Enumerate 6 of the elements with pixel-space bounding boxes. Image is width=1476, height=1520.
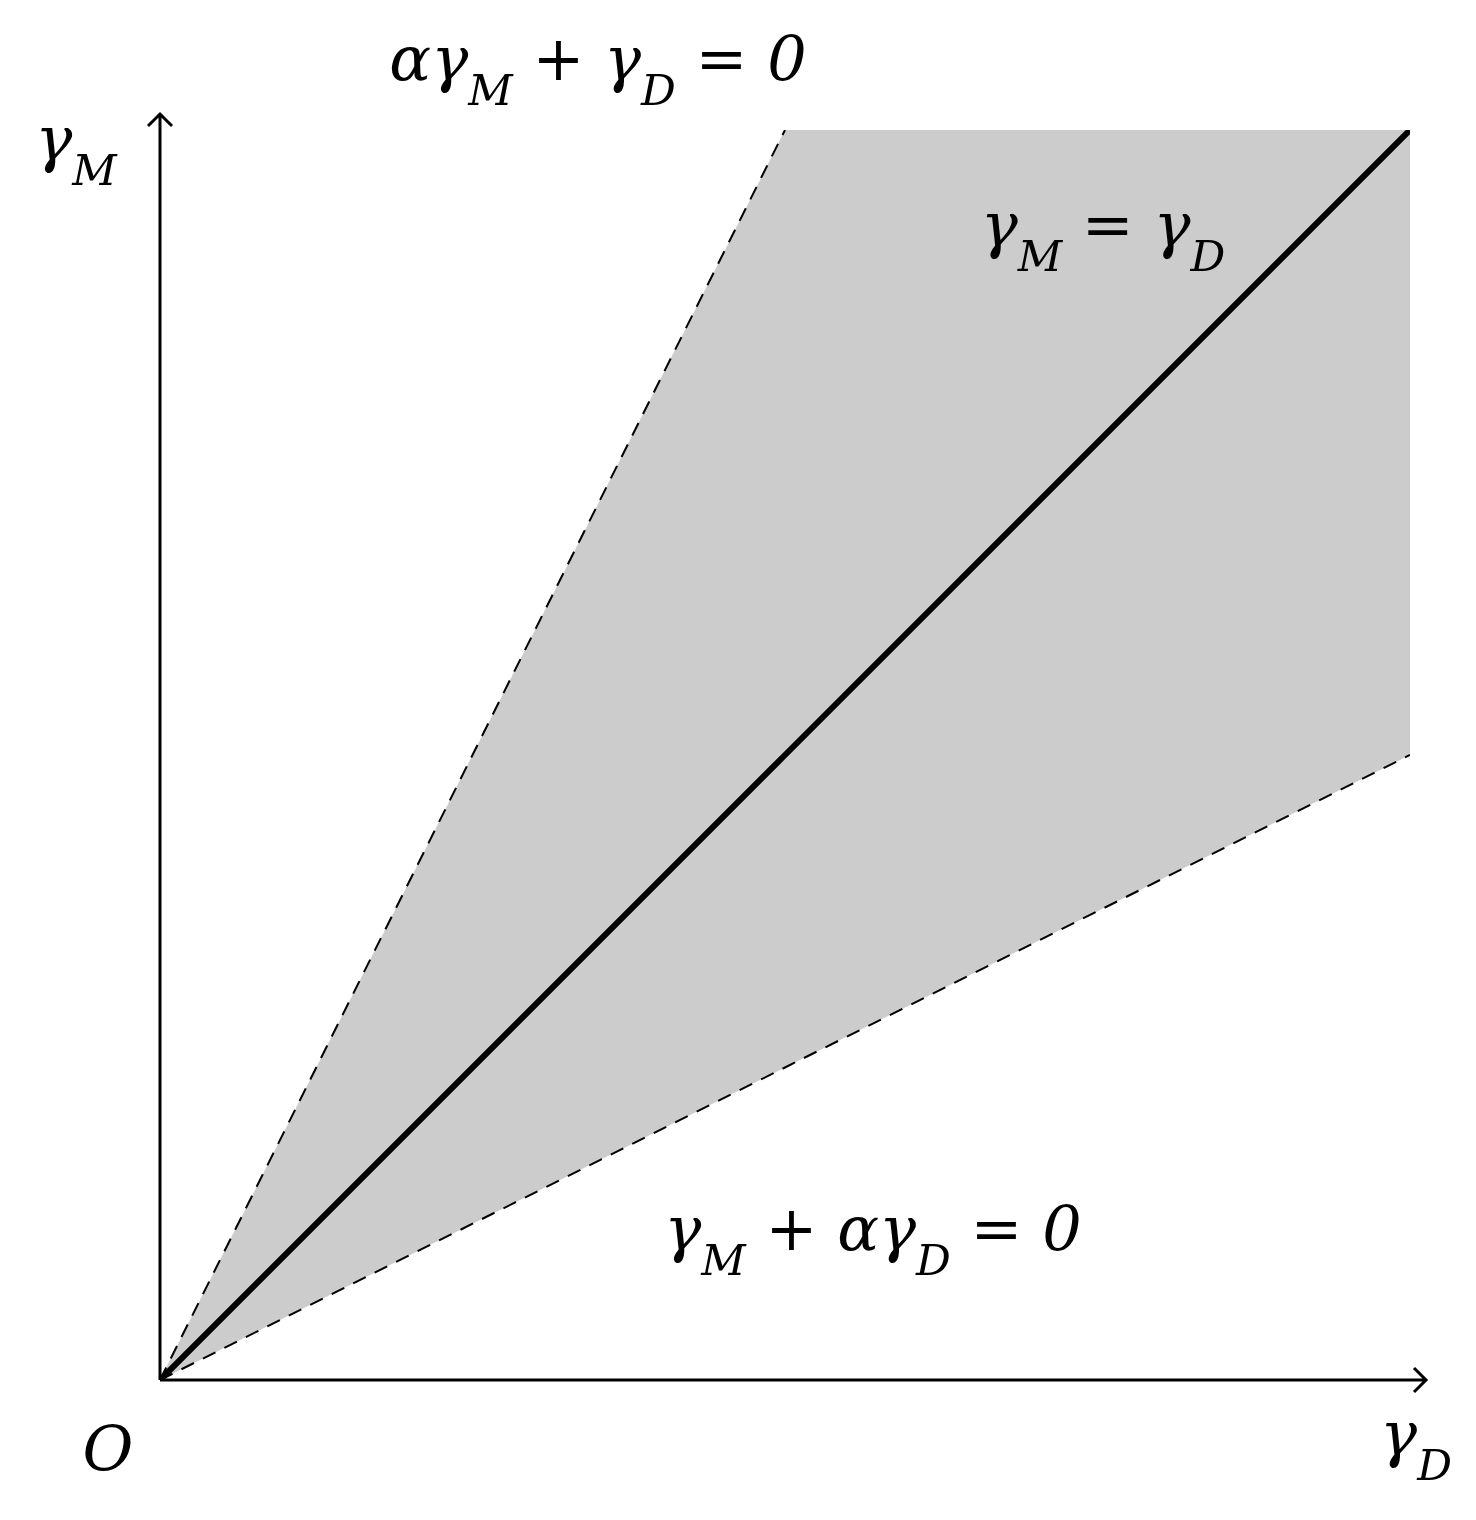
text: αγ$_{M}$ + γ$_{D}$ = 0: [389, 22, 807, 115]
annotation: γ$_{M}$ + αγ$_{D}$ = 0: [664, 1192, 1082, 1285]
y-axis-title: γ$_{M}$: [35, 102, 119, 195]
x-axis-title: γ$_{D}$: [1380, 1397, 1452, 1490]
text: O: [82, 1412, 134, 1485]
annotation: γ$_{M}$ = γ$_{D}$: [980, 188, 1226, 281]
